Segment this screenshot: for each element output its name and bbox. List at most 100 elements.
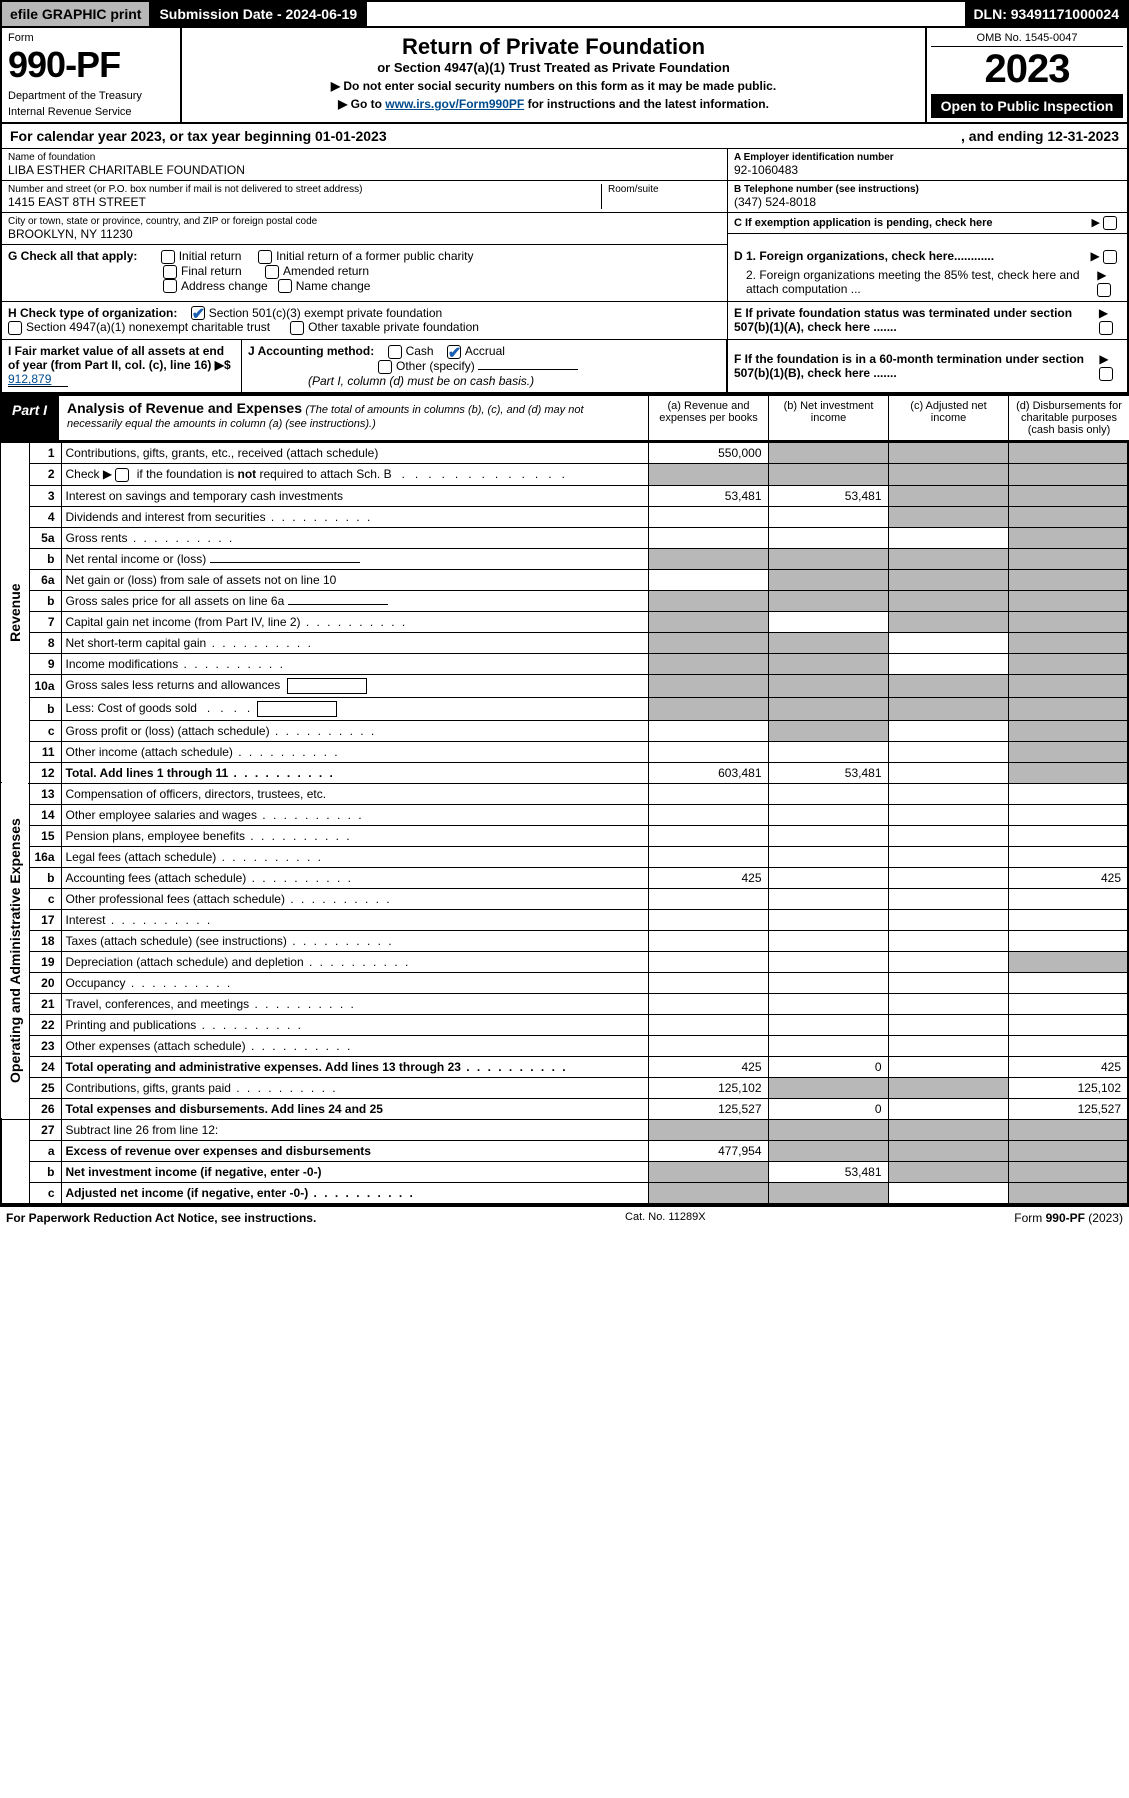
c-checkbox[interactable] xyxy=(1103,216,1117,230)
calendar-year-row: For calendar year 2023, or tax year begi… xyxy=(2,124,1127,149)
g-namechange: Name change xyxy=(296,279,371,293)
h-other-chk[interactable] xyxy=(290,321,304,335)
table-row: 9Income modifications xyxy=(1,653,1128,674)
h-501c3: Section 501(c)(3) exempt private foundat… xyxy=(209,306,442,320)
calyear-end: 12-31-2023 xyxy=(1047,128,1119,144)
e-label: E If private foundation status was termi… xyxy=(734,306,1099,334)
line25-desc: Contributions, gifts, grants paid xyxy=(61,1077,648,1098)
efile-label[interactable]: efile GRAPHIC print xyxy=(2,2,151,26)
table-row: 21Travel, conferences, and meetings xyxy=(1,993,1128,1014)
line22-desc: Printing and publications xyxy=(61,1014,648,1035)
g-amended: Amended return xyxy=(283,264,369,278)
d1-checkbox[interactable] xyxy=(1103,250,1117,264)
line19-desc: Depreciation (attach schedule) and deple… xyxy=(61,951,648,972)
addr-label: Number and street (or P.O. box number if… xyxy=(8,184,601,195)
line16c-desc: Other professional fees (attach schedule… xyxy=(61,888,648,909)
line18-desc: Taxes (attach schedule) (see instruction… xyxy=(61,930,648,951)
i-label: I Fair market value of all assets at end… xyxy=(8,344,231,372)
info-block: For calendar year 2023, or tax year begi… xyxy=(0,124,1129,394)
form-subtitle: or Section 4947(a)(1) Trust Treated as P… xyxy=(188,60,919,75)
h-501c3-chk[interactable] xyxy=(191,306,205,320)
f-label: F If the foundation is in a 60-month ter… xyxy=(734,352,1099,380)
city-value: BROOKLYN, NY 11230 xyxy=(8,227,721,241)
line27a-a: 477,954 xyxy=(648,1140,768,1161)
h-other: Other taxable private foundation xyxy=(308,320,479,334)
table-row: bGross sales price for all assets on lin… xyxy=(1,590,1128,611)
tel-cell: B Telephone number (see instructions) (3… xyxy=(728,181,1127,213)
line3-a: 53,481 xyxy=(648,485,768,506)
line7-desc: Capital gain net income (from Part IV, l… xyxy=(61,611,648,632)
line2-desc: Check ▶ if the foundation is not require… xyxy=(61,463,648,485)
foundation-name: LIBA ESTHER CHARITABLE FOUNDATION xyxy=(8,163,721,177)
table-row: Revenue 1 Contributions, gifts, grants, … xyxy=(1,442,1128,463)
row-i-j-f: I Fair market value of all assets at end… xyxy=(2,340,1127,392)
line3-desc: Interest on savings and temporary cash i… xyxy=(61,485,648,506)
line16a-desc: Legal fees (attach schedule) xyxy=(61,846,648,867)
line26-desc: Total expenses and disbursements. Add li… xyxy=(61,1098,648,1119)
instr-prefix: ▶ Go to xyxy=(338,97,385,111)
top-bar: efile GRAPHIC print Submission Date - 20… xyxy=(0,0,1129,28)
line10a-desc: Gross sales less returns and allowances xyxy=(61,674,648,697)
g-final-chk[interactable] xyxy=(163,265,177,279)
instr-ssn: ▶ Do not enter social security numbers o… xyxy=(188,79,919,93)
line27b-b: 53,481 xyxy=(768,1161,888,1182)
line15-desc: Pension plans, employee benefits xyxy=(61,825,648,846)
line24-a: 425 xyxy=(648,1056,768,1077)
submission-date: Submission Date - 2024-06-19 xyxy=(151,2,367,26)
col-a-head: (a) Revenue and expenses per books xyxy=(649,396,769,440)
entity-block: Name of foundation LIBA ESTHER CHARITABL… xyxy=(2,149,1127,245)
g-name-chk[interactable] xyxy=(278,279,292,293)
f-checkbox[interactable] xyxy=(1099,367,1113,381)
line12-a: 603,481 xyxy=(648,762,768,783)
h-4947-chk[interactable] xyxy=(8,321,22,335)
g-former-chk[interactable] xyxy=(258,250,272,264)
line20-desc: Occupancy xyxy=(61,972,648,993)
col-b-head: (b) Net investment income xyxy=(769,396,889,440)
table-row: 20Occupancy xyxy=(1,972,1128,993)
j-cash: Cash xyxy=(406,344,434,358)
line17-desc: Interest xyxy=(61,909,648,930)
line3-b: 53,481 xyxy=(768,485,888,506)
line10b-desc: Less: Cost of goods sold . . . . xyxy=(61,697,648,720)
table-row: 26Total expenses and disbursements. Add … xyxy=(1,1098,1128,1119)
h-label: H Check type of organization: xyxy=(8,306,177,320)
irs-link[interactable]: www.irs.gov/Form990PF xyxy=(385,97,524,111)
ein-value: 92-1060483 xyxy=(734,163,1121,177)
d2-checkbox[interactable] xyxy=(1097,283,1111,297)
table-row: cOther professional fees (attach schedul… xyxy=(1,888,1128,909)
revenue-side-label: Revenue xyxy=(1,442,29,783)
g-label: G Check all that apply: xyxy=(8,249,137,263)
g-initial-chk[interactable] xyxy=(161,250,175,264)
omb-number: OMB No. 1545-0047 xyxy=(931,32,1123,47)
form-header: Form 990-PF Department of the Treasury I… xyxy=(0,28,1129,124)
line27b-desc: Net investment income (if negative, ente… xyxy=(61,1161,648,1182)
j-other-chk[interactable] xyxy=(378,360,392,374)
line16b-a: 425 xyxy=(648,867,768,888)
tax-year: 2023 xyxy=(931,47,1123,92)
j-note: (Part I, column (d) must be on cash basi… xyxy=(308,374,534,388)
footer: For Paperwork Reduction Act Notice, see … xyxy=(0,1205,1129,1229)
table-row: 3Interest on savings and temporary cash … xyxy=(1,485,1128,506)
table-row: bNet investment income (if negative, ent… xyxy=(1,1161,1128,1182)
header-left: Form 990-PF Department of the Treasury I… xyxy=(2,28,182,122)
j-accrual-chk[interactable] xyxy=(447,345,461,359)
e-checkbox[interactable] xyxy=(1099,321,1113,335)
line25-d: 125,102 xyxy=(1008,1077,1128,1098)
table-row: 27Subtract line 26 from line 12: xyxy=(1,1119,1128,1140)
g-initial: Initial return xyxy=(179,249,242,263)
name-label: Name of foundation xyxy=(8,152,721,163)
line12-b: 53,481 xyxy=(768,762,888,783)
g-amended-chk[interactable] xyxy=(265,265,279,279)
table-row: 18Taxes (attach schedule) (see instructi… xyxy=(1,930,1128,951)
line2-chk[interactable] xyxy=(115,468,129,482)
line26-d: 125,527 xyxy=(1008,1098,1128,1119)
table-row: aExcess of revenue over expenses and dis… xyxy=(1,1140,1128,1161)
line6b-desc: Gross sales price for all assets on line… xyxy=(61,590,648,611)
calyear-prefix: For calendar year 2023, or tax year begi… xyxy=(10,128,315,144)
g-address-chk[interactable] xyxy=(163,279,177,293)
dln-label: DLN: 93491171000024 xyxy=(965,2,1127,26)
g-former: Initial return of a former public charit… xyxy=(276,249,473,263)
j-cash-chk[interactable] xyxy=(388,345,402,359)
i-value[interactable]: 912,879 xyxy=(8,372,68,387)
instr-suffix: for instructions and the latest informat… xyxy=(528,97,769,111)
